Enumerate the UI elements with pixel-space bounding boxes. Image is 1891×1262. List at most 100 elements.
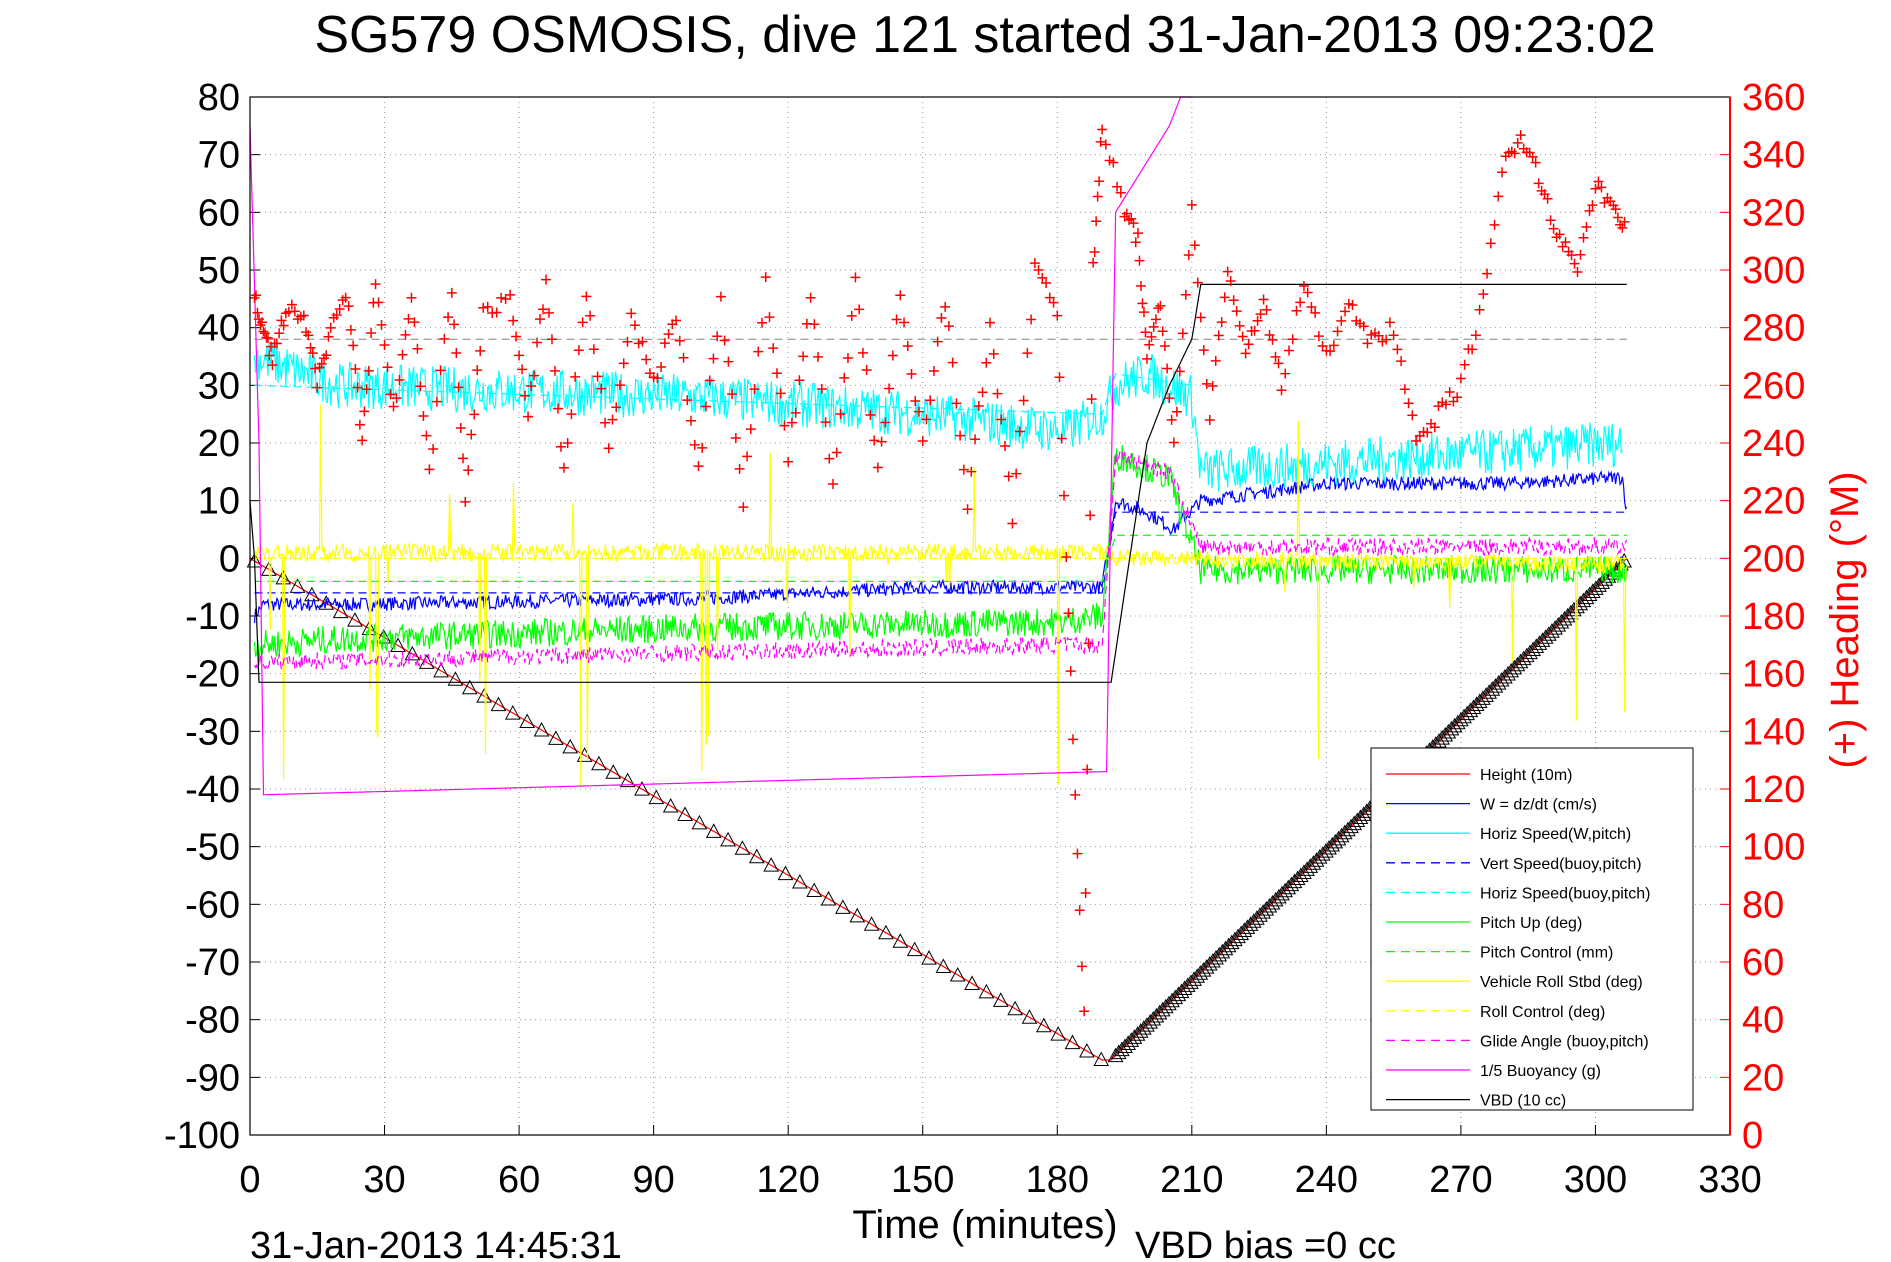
heading-mark xyxy=(491,307,502,318)
heading-mark xyxy=(1596,182,1607,193)
heading-mark xyxy=(403,313,414,324)
depth-marker xyxy=(1035,1017,1052,1033)
heading-mark xyxy=(779,420,790,431)
depth-marker xyxy=(820,890,837,906)
heading-mark xyxy=(1590,183,1601,194)
heading-mark xyxy=(357,435,368,446)
heading-mark xyxy=(526,380,537,391)
heading-mark xyxy=(1029,258,1040,269)
heading-mark xyxy=(458,453,469,464)
left-y-tick-label: -60 xyxy=(185,884,240,926)
heading-mark xyxy=(286,299,297,310)
heading-mark xyxy=(940,301,951,312)
heading-mark xyxy=(846,310,857,321)
legend-label: 1/5 Buoyancy (g) xyxy=(1480,1063,1601,1080)
heading-mark xyxy=(1572,266,1583,277)
heading-mark xyxy=(652,373,663,384)
heading-mark xyxy=(708,353,719,364)
heading-mark xyxy=(1347,300,1358,311)
heading-mark xyxy=(1157,326,1168,337)
heading-mark xyxy=(278,320,289,331)
heading-mark xyxy=(973,400,984,411)
heading-mark xyxy=(790,407,801,418)
heading-mark xyxy=(1584,205,1595,216)
heading-mark xyxy=(428,444,439,455)
heading-mark xyxy=(686,415,697,426)
heading-mark xyxy=(700,401,711,412)
heading-mark xyxy=(1403,398,1414,409)
heading-mark xyxy=(1554,229,1565,240)
depth-marker xyxy=(935,958,952,974)
heading-mark xyxy=(715,291,726,302)
x-tick-label: 30 xyxy=(363,1159,405,1201)
heading-mark xyxy=(820,417,831,428)
heading-mark xyxy=(1527,151,1538,162)
heading-mark xyxy=(1048,297,1059,308)
heading-mark xyxy=(921,414,932,425)
heading-mark xyxy=(1231,306,1242,317)
depth-marker xyxy=(375,628,392,644)
heading-mark xyxy=(1003,471,1014,482)
heading-mark xyxy=(1545,215,1556,226)
heading-mark xyxy=(262,333,273,344)
heading-mark xyxy=(307,348,318,359)
heading-mark xyxy=(376,319,387,330)
right-y-tick-label: 280 xyxy=(1742,308,1805,350)
heading-mark xyxy=(496,292,507,303)
heading-mark xyxy=(936,313,947,324)
heading-mark xyxy=(813,351,824,362)
heading-mark xyxy=(671,315,682,326)
heading-mark xyxy=(421,430,432,441)
depth-marker xyxy=(777,865,794,881)
chart-title: SG579 OSMOSIS, dive 121 started 31-Jan-2… xyxy=(314,6,1655,64)
legend-label: Horiz Speed(buoy,pitch) xyxy=(1480,885,1650,902)
series-line-4 xyxy=(254,373,1192,415)
heading-mark xyxy=(585,310,596,321)
depth-marker xyxy=(447,671,464,686)
heading-mark xyxy=(1201,378,1212,389)
heading-mark xyxy=(835,408,846,419)
heading-mark xyxy=(409,317,420,328)
heading-mark xyxy=(1080,887,1091,898)
heading-mark xyxy=(1138,307,1149,318)
depth-marker xyxy=(304,586,320,602)
right-y-tick-label: 60 xyxy=(1742,942,1784,984)
heading-mark xyxy=(453,382,464,393)
heading-mark xyxy=(562,437,573,448)
heading-mark xyxy=(1072,848,1083,859)
heading-mark xyxy=(682,395,693,406)
heading-mark xyxy=(947,357,958,368)
heading-mark xyxy=(1407,410,1418,421)
heading-mark xyxy=(1085,510,1096,521)
left-y-tick-label: 0 xyxy=(219,538,240,580)
x-axis-ticks: 0 30 60 90 120 150 180 210 240 270 300 330 xyxy=(239,1159,1761,1201)
heading-mark xyxy=(549,365,560,376)
heading-mark xyxy=(1174,366,1185,377)
depth-marker xyxy=(691,814,708,830)
heading-mark xyxy=(1489,219,1500,230)
heading-mark xyxy=(615,380,625,391)
series-line-3 xyxy=(254,511,1627,594)
heading-mark xyxy=(541,274,551,285)
left-y-tick-label: 30 xyxy=(198,365,240,407)
heading-mark xyxy=(1482,268,1493,279)
left-y-tick-label: -20 xyxy=(185,654,240,696)
depth-marker xyxy=(677,806,693,821)
heading-mark xyxy=(1485,238,1496,249)
heading-mark xyxy=(424,464,435,475)
heading-mark xyxy=(1089,247,1100,258)
heading-mark xyxy=(517,364,528,375)
right-y-tick-label: 120 xyxy=(1742,769,1805,811)
heading-mark xyxy=(1108,157,1119,168)
heading-mark xyxy=(1115,187,1126,198)
heading-mark xyxy=(350,363,361,374)
depth-marker xyxy=(921,950,937,965)
heading-mark xyxy=(850,272,861,283)
heading-mark xyxy=(693,461,704,472)
heading-mark xyxy=(1610,204,1621,215)
legend-label: Horiz Speed(W,pitch) xyxy=(1480,826,1631,843)
depth-marker xyxy=(792,874,808,889)
heading-mark xyxy=(529,370,540,381)
depth-marker xyxy=(591,755,607,771)
